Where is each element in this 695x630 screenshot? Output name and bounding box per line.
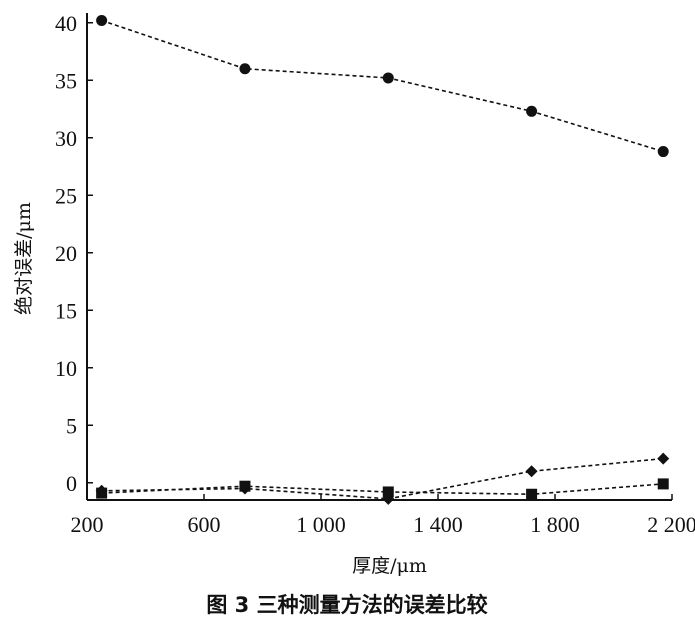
data-point-square	[239, 480, 251, 492]
data-point-circle	[239, 63, 251, 75]
series-circle-line	[101, 19, 664, 153]
data-point-circle	[382, 72, 394, 84]
y-axis-title: 绝对误差/μm	[13, 202, 35, 315]
data-point-square	[657, 478, 669, 490]
y-tick-label: 40	[55, 11, 77, 36]
series-layer	[95, 14, 670, 505]
y-tick-label: 30	[55, 126, 77, 151]
data-point-square	[382, 486, 394, 498]
axes-layer	[86, 13, 673, 501]
y-tick-label: 0	[66, 471, 77, 496]
data-point-square	[526, 488, 538, 500]
data-point-circle	[526, 105, 538, 117]
series-diamond-line	[101, 457, 664, 500]
series-square-line	[101, 483, 664, 496]
x-tick-label: 1 000	[296, 512, 346, 537]
y-tick-label: 5	[66, 413, 77, 438]
y-tick-label: 10	[55, 356, 77, 381]
y-tick-label: 35	[55, 68, 77, 93]
data-point-square	[96, 487, 108, 499]
x-tick-label: 1 800	[530, 512, 580, 537]
x-tick-label: 200	[71, 512, 104, 537]
figure-caption: 图 3 三种测量方法的误差比较	[206, 593, 487, 617]
y-tick-label: 20	[55, 241, 77, 266]
y-tick-label: 15	[55, 298, 77, 323]
data-point-circle	[96, 14, 108, 26]
x-tick-label: 600	[188, 512, 221, 537]
data-point-diamond	[657, 452, 670, 465]
data-point-diamond	[525, 465, 538, 478]
x-tick-label: 1 400	[413, 512, 463, 537]
y-tick-label: 25	[55, 183, 77, 208]
x-tick-label: 2 200	[647, 512, 695, 537]
data-point-circle	[657, 146, 669, 158]
labels-layer: 0 5 10 15 20 25 30 35 40 200 600 1 000 1 400 1 800 2 2…	[13, 11, 695, 617]
x-axis-title: 厚度/μm	[352, 555, 427, 577]
